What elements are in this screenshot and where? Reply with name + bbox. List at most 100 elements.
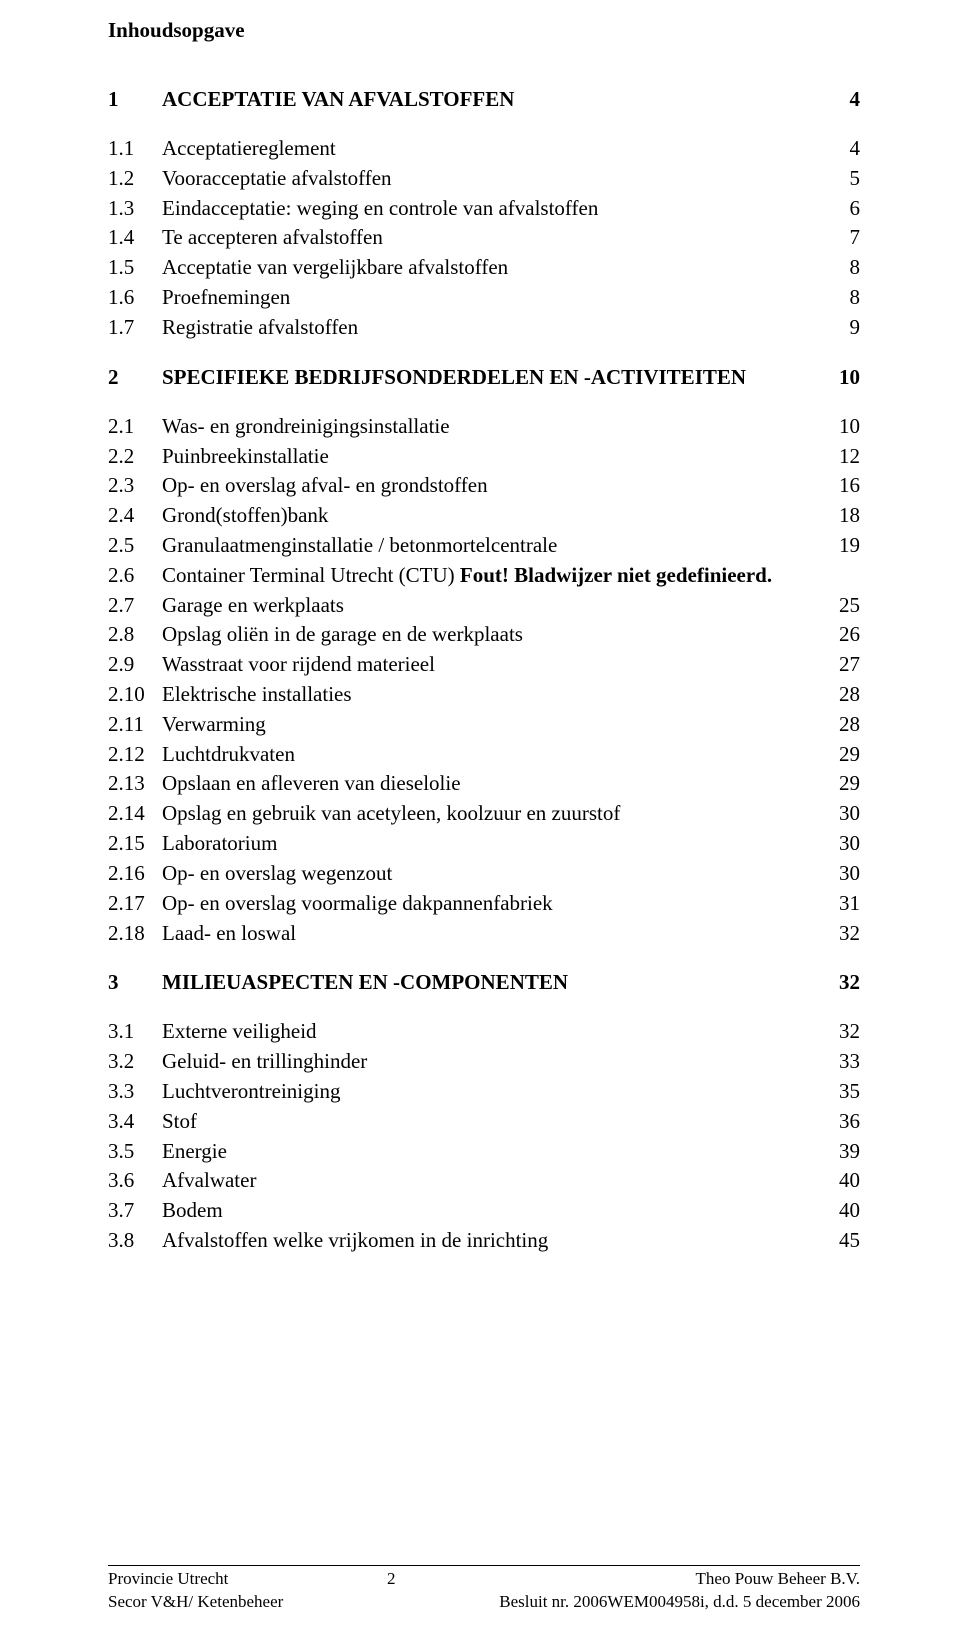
toc-item-block: 2.1Was- en grondreinigingsinstallatie102… [108, 412, 860, 949]
toc-item-page: 30 [806, 799, 860, 829]
toc-item-label: Garage en werkplaats [162, 591, 806, 621]
toc-item-num: 2.13 [108, 769, 162, 799]
toc-item-page: 40 [806, 1166, 860, 1196]
toc-item-label: Op- en overslag voormalige dakpannenfabr… [162, 889, 806, 919]
toc-item-label: Luchtdrukvaten [162, 740, 806, 770]
toc-item-page: 28 [806, 680, 860, 710]
toc-item-page: 8 [806, 283, 860, 313]
toc-section-label: MILIEUASPECTEN EN -COMPONENTEN [162, 970, 806, 995]
toc-row: 2.13Opslaan en afleveren van dieselolie2… [108, 769, 860, 799]
toc-item-num: 3.7 [108, 1196, 162, 1226]
footer-left-line1: Provincie Utrecht [108, 1568, 283, 1591]
toc-item-page: 32 [806, 919, 860, 949]
toc-item-label: Te accepteren afvalstoffen [162, 223, 806, 253]
toc-row: 2.1Was- en grondreinigingsinstallatie10 [108, 412, 860, 442]
toc-item-label: Elektrische installaties [162, 680, 806, 710]
toc-item-num: 2.18 [108, 919, 162, 949]
toc-item-page: 12 [806, 442, 860, 472]
toc-row: 1.7Registratie afvalstoffen9 [108, 313, 860, 343]
footer-left-line2: Secor V&H/ Ketenbeheer [108, 1591, 283, 1614]
toc-section-heading: 1ACCEPTATIE VAN AFVALSTOFFEN4 [108, 87, 860, 112]
toc-row: 1.6Proefnemingen8 [108, 283, 860, 313]
toc-item-page: 16 [806, 471, 860, 501]
toc-item-block: 3.1Externe veiligheid323.2Geluid- en tri… [108, 1017, 860, 1256]
toc-item-label: Container Terminal Utrecht (CTU) Fout! B… [162, 561, 806, 591]
document-page: Inhoudsopgave 1ACCEPTATIE VAN AFVALSTOFF… [0, 0, 960, 1256]
toc-item-num: 1.6 [108, 283, 162, 313]
toc-item-label: Op- en overslag wegenzout [162, 859, 806, 889]
toc-row: 2.16Op- en overslag wegenzout30 [108, 859, 860, 889]
toc-item-page: 30 [806, 859, 860, 889]
toc-item-page: 28 [806, 710, 860, 740]
toc-item-label: Externe veiligheid [162, 1017, 806, 1047]
toc-item-num: 1.1 [108, 134, 162, 164]
toc-row: 2.9Wasstraat voor rijdend materieel27 [108, 650, 860, 680]
toc-item-label: Afvalwater [162, 1166, 806, 1196]
toc-item-label: Verwarming [162, 710, 806, 740]
toc-item-label: Opslag oliën in de garage en de werkplaa… [162, 620, 806, 650]
toc-item-num: 3.2 [108, 1047, 162, 1077]
toc-item-label: Luchtverontreiniging [162, 1077, 806, 1107]
toc-item-label: Eindacceptatie: weging en controle van a… [162, 194, 806, 224]
toc-row: 2.6Container Terminal Utrecht (CTU) Fout… [108, 561, 860, 591]
toc-item-page: 35 [806, 1077, 860, 1107]
toc-item-inline-page: Fout! Bladwijzer niet gedefinieerd. [460, 563, 772, 587]
toc-item-page: 8 [806, 253, 860, 283]
toc-section-num: 1 [108, 87, 162, 112]
toc-row: 3.7Bodem40 [108, 1196, 860, 1226]
toc-item-label: Proefnemingen [162, 283, 806, 313]
toc-item-label: Op- en overslag afval- en grondstoffen [162, 471, 806, 501]
toc-row: 2.2Puinbreekinstallatie12 [108, 442, 860, 472]
toc-item-num: 1.7 [108, 313, 162, 343]
toc-row: 2.5Granulaatmenginstallatie / betonmorte… [108, 531, 860, 561]
toc-section-label: SPECIFIEKE BEDRIJFSONDERDELEN EN -ACTIVI… [162, 365, 806, 390]
toc-row: 3.5Energie39 [108, 1137, 860, 1167]
toc-item-num: 2.8 [108, 620, 162, 650]
toc-item-page: 36 [806, 1107, 860, 1137]
toc-item-num: 3.5 [108, 1137, 162, 1167]
toc-item-label: Opslag en gebruik van acetyleen, koolzuu… [162, 799, 806, 829]
toc-item-label: Laad- en loswal [162, 919, 806, 949]
toc-item-num: 2.4 [108, 501, 162, 531]
toc-section-page: 10 [806, 365, 860, 390]
toc-item-page: 18 [806, 501, 860, 531]
toc-item-num: 3.4 [108, 1107, 162, 1137]
toc-row: 2.10Elektrische installaties28 [108, 680, 860, 710]
toc-item-page: 29 [806, 740, 860, 770]
page-footer: Provincie Utrecht Secor V&H/ Ketenbeheer… [108, 1565, 860, 1614]
toc-item-label: Acceptatie van vergelijkbare afvalstoffe… [162, 253, 806, 283]
toc-item-num: 2.5 [108, 531, 162, 561]
toc-row: 2.18Laad- en loswal32 [108, 919, 860, 949]
toc-row: 1.2Vooracceptatie afvalstoffen5 [108, 164, 860, 194]
toc-item-page: 45 [806, 1226, 860, 1256]
toc-item-num: 2.11 [108, 710, 162, 740]
toc-item-label: Grond(stoffen)bank [162, 501, 806, 531]
toc-item-page: 31 [806, 889, 860, 919]
toc-item-num: 2.7 [108, 591, 162, 621]
toc-item-num: 2.17 [108, 889, 162, 919]
toc-item-block: 1.1Acceptatiereglement41.2Vooracceptatie… [108, 134, 860, 343]
toc-row: 3.1Externe veiligheid32 [108, 1017, 860, 1047]
toc-row: 2.12Luchtdrukvaten29 [108, 740, 860, 770]
toc-row: 2.15Laboratorium30 [108, 829, 860, 859]
toc-row: 2.7Garage en werkplaats25 [108, 591, 860, 621]
toc-item-label: Stof [162, 1107, 806, 1137]
toc-item-label: Was- en grondreinigingsinstallatie [162, 412, 806, 442]
toc-item-label: Puinbreekinstallatie [162, 442, 806, 472]
toc-item-page: 27 [806, 650, 860, 680]
toc-section-num: 3 [108, 970, 162, 995]
toc-row: 1.5Acceptatie van vergelijkbare afvalsto… [108, 253, 860, 283]
footer-right: Theo Pouw Beheer B.V. Besluit nr. 2006WE… [499, 1568, 860, 1614]
footer-right-line2: Besluit nr. 2006WEM004958i, d.d. 5 decem… [499, 1591, 860, 1614]
toc-item-page: 26 [806, 620, 860, 650]
toc-item-num: 1.3 [108, 194, 162, 224]
page-title: Inhoudsopgave [108, 18, 860, 43]
toc-item-num: 3.6 [108, 1166, 162, 1196]
toc-item-page: 9 [806, 313, 860, 343]
toc-item-label: Laboratorium [162, 829, 806, 859]
toc-row: 3.3Luchtverontreiniging35 [108, 1077, 860, 1107]
toc-section-page: 32 [806, 970, 860, 995]
toc-item-num: 3.1 [108, 1017, 162, 1047]
toc-item-page: 5 [806, 164, 860, 194]
footer-center: 2 [283, 1568, 499, 1614]
